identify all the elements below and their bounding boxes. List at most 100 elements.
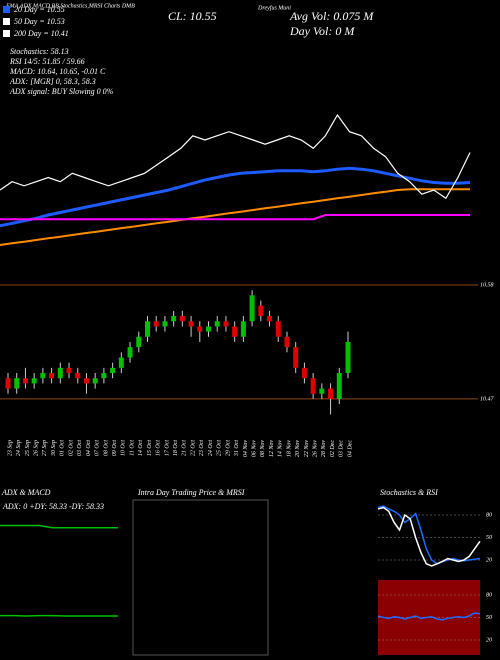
x-tick-label: 02 Dec bbox=[330, 440, 336, 457]
candle-body bbox=[336, 373, 342, 399]
ma-line bbox=[0, 214, 470, 221]
candle-body bbox=[83, 378, 89, 384]
candle-body bbox=[40, 373, 46, 379]
y-tick-label: 80 bbox=[486, 592, 492, 598]
indicator-note: RSI 14/5: 51.85 / 59.66 bbox=[9, 57, 85, 66]
legend-label: 200 Day = 10.41 bbox=[14, 29, 69, 38]
x-tick-label: 17 Oct bbox=[164, 440, 170, 456]
candle-body bbox=[301, 367, 307, 379]
candle-body bbox=[249, 295, 255, 322]
x-tick-label: 18 Nov bbox=[286, 440, 292, 458]
indicator-line bbox=[377, 505, 481, 565]
candle-body bbox=[118, 357, 124, 368]
candle-body bbox=[153, 321, 159, 327]
legend-swatch bbox=[3, 6, 10, 13]
candle-body bbox=[144, 321, 150, 337]
candle-body bbox=[92, 378, 98, 384]
ma-line bbox=[0, 188, 470, 246]
indicator-note: ADX: [MGR] 0, 58.3, 58.3 bbox=[9, 77, 96, 86]
indicator-note: MACD: 10.64, 10.65, -0.01 C bbox=[9, 67, 106, 76]
candle-body bbox=[14, 378, 20, 389]
candle-body bbox=[75, 373, 81, 379]
indicator-line bbox=[377, 506, 481, 567]
y-tick-label: 80 bbox=[486, 512, 492, 518]
candle-body bbox=[171, 316, 177, 322]
candle-body bbox=[275, 321, 281, 337]
candle-body bbox=[31, 378, 37, 384]
candle-body bbox=[197, 326, 203, 332]
avg-vol: Avg Vol: 0.075 M bbox=[289, 9, 374, 23]
candle-body bbox=[127, 347, 133, 358]
candle-body bbox=[66, 367, 72, 374]
legend-label: 20 Day = 10.55 bbox=[14, 5, 65, 14]
panel-title: Intra Day Trading Price & MRSI bbox=[137, 488, 245, 497]
candle-body bbox=[110, 367, 116, 374]
x-tick-label: 14 Nov bbox=[277, 440, 284, 458]
candle-body bbox=[136, 336, 142, 348]
candle-body bbox=[206, 326, 212, 332]
x-tick-label: 01 Oct bbox=[60, 440, 66, 456]
x-tick-label: 16 Oct bbox=[156, 440, 162, 456]
x-tick-label: 20 Nov bbox=[295, 440, 301, 458]
x-tick-label: 06 Nov bbox=[251, 440, 257, 458]
x-tick-label: 10 Oct bbox=[121, 440, 127, 456]
y-tick-label: 10.47 bbox=[480, 395, 495, 402]
x-tick-label: 02 Oct bbox=[68, 440, 74, 456]
candle-body bbox=[162, 321, 168, 327]
candle-body bbox=[319, 388, 325, 394]
x-tick-label: 18 Oct bbox=[173, 440, 179, 456]
candle-body bbox=[101, 373, 107, 379]
x-tick-label: 26 Nov bbox=[313, 440, 319, 458]
panel-title: ADX & MACD bbox=[1, 488, 51, 497]
x-tick-label: 08 Oct bbox=[103, 440, 109, 456]
candle-body bbox=[5, 378, 11, 389]
x-tick-label: 30 Sep bbox=[51, 440, 57, 457]
candle-body bbox=[293, 347, 299, 368]
x-tick-label: 15 Oct bbox=[147, 440, 153, 456]
x-tick-label: 04 Nov bbox=[242, 440, 249, 458]
indicator-line bbox=[377, 612, 481, 621]
candle-body bbox=[214, 321, 220, 327]
x-tick-label: 24 Sep bbox=[15, 440, 22, 456]
y-tick-label: 50 bbox=[486, 535, 492, 541]
legend-swatch bbox=[3, 18, 10, 25]
candle-body bbox=[22, 378, 28, 384]
candle-body bbox=[223, 321, 229, 327]
x-tick-label: 03 Oct bbox=[77, 440, 83, 456]
intraday-frame bbox=[132, 499, 269, 656]
price-line bbox=[0, 113, 471, 200]
x-tick-label: 14 Oct bbox=[137, 440, 144, 456]
candle-body bbox=[267, 316, 273, 322]
x-tick-label: 23 Oct bbox=[199, 440, 205, 456]
ma-line bbox=[0, 166, 471, 228]
x-tick-label: 23 Sep bbox=[7, 440, 13, 456]
candle-body bbox=[258, 305, 264, 317]
candle-body bbox=[57, 367, 63, 379]
company: Dreyfus Muni bbox=[257, 4, 291, 11]
x-tick-label: 12 Nov bbox=[269, 440, 275, 458]
x-tick-label: 24 Oct bbox=[207, 440, 214, 456]
x-tick-label: 22 Oct bbox=[190, 440, 196, 456]
x-tick-label: 03 Dec bbox=[339, 440, 345, 457]
x-tick-label: 04 Dec bbox=[346, 440, 353, 457]
x-tick-label: 11 Oct bbox=[129, 440, 135, 456]
indicator-note: Stochastics: 58.13 bbox=[10, 47, 69, 56]
x-tick-label: 04 Oct bbox=[85, 440, 92, 456]
y-tick-label: 50 bbox=[486, 615, 492, 621]
candle-body bbox=[232, 326, 238, 337]
x-tick-label: 29 Oct bbox=[225, 440, 231, 456]
candle-body bbox=[310, 378, 316, 394]
x-tick-label: 21 Oct bbox=[182, 440, 188, 456]
x-tick-label: 28 Nov bbox=[321, 440, 327, 458]
y-tick-label: 20 bbox=[486, 637, 492, 643]
x-tick-label: 09 Oct bbox=[112, 440, 118, 456]
candle-body bbox=[345, 341, 351, 374]
indicator-line bbox=[0, 524, 118, 529]
x-tick-label: 07 Oct bbox=[95, 440, 101, 456]
legend-swatch bbox=[3, 30, 10, 37]
x-tick-label: 08 Nov bbox=[260, 440, 266, 458]
x-tick-label: 27 Sep bbox=[42, 440, 48, 456]
candle-body bbox=[240, 321, 246, 337]
